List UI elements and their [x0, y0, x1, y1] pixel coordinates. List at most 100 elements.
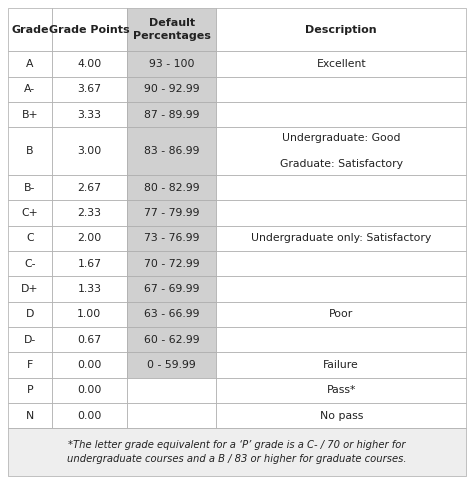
- Bar: [52, 302, 127, 327]
- Text: 67 - 69.99: 67 - 69.99: [144, 284, 200, 294]
- Text: 3.00: 3.00: [77, 146, 101, 156]
- Text: Grade Points: Grade Points: [49, 25, 129, 35]
- Text: 0.00: 0.00: [77, 411, 101, 421]
- Text: Undergraduate only: Satisfactory: Undergraduate only: Satisfactory: [251, 233, 431, 243]
- Bar: [127, 200, 217, 226]
- Text: Pass*: Pass*: [327, 385, 356, 395]
- Bar: [52, 276, 127, 302]
- Bar: [217, 403, 466, 428]
- Text: C+: C+: [21, 208, 38, 218]
- Bar: [217, 127, 466, 175]
- Text: 2.00: 2.00: [77, 233, 101, 243]
- Bar: [127, 76, 217, 102]
- Text: 60 - 62.99: 60 - 62.99: [144, 335, 200, 345]
- Bar: [217, 175, 466, 200]
- Text: 93 - 100: 93 - 100: [149, 59, 194, 69]
- Bar: [127, 226, 217, 251]
- Bar: [8, 428, 466, 476]
- Text: D+: D+: [21, 284, 38, 294]
- Bar: [217, 302, 466, 327]
- Bar: [8, 302, 52, 327]
- Bar: [217, 51, 466, 76]
- Text: 2.33: 2.33: [77, 208, 101, 218]
- Bar: [52, 175, 127, 200]
- Text: 87 - 89.99: 87 - 89.99: [144, 110, 200, 120]
- Bar: [127, 251, 217, 276]
- Text: 0.00: 0.00: [77, 385, 101, 395]
- Text: Default
Percentages: Default Percentages: [133, 18, 210, 41]
- Text: F: F: [27, 360, 33, 370]
- Text: 63 - 66.99: 63 - 66.99: [144, 309, 200, 319]
- Text: B+: B+: [21, 110, 38, 120]
- Bar: [217, 200, 466, 226]
- Bar: [52, 327, 127, 352]
- Bar: [8, 8, 52, 51]
- Text: C: C: [26, 233, 34, 243]
- Bar: [52, 200, 127, 226]
- Bar: [127, 403, 217, 428]
- Bar: [52, 251, 127, 276]
- Text: *The letter grade equivalent for a ‘P’ grade is a C- / 70 or higher for
undergra: *The letter grade equivalent for a ‘P’ g…: [67, 440, 407, 464]
- Bar: [8, 51, 52, 76]
- Bar: [52, 51, 127, 76]
- Bar: [217, 8, 466, 51]
- Bar: [8, 276, 52, 302]
- Bar: [217, 251, 466, 276]
- Bar: [8, 403, 52, 428]
- Text: B-: B-: [24, 182, 36, 193]
- Bar: [127, 51, 217, 76]
- Text: Excellent: Excellent: [316, 59, 366, 69]
- Text: N: N: [26, 411, 34, 421]
- Bar: [127, 175, 217, 200]
- Bar: [8, 127, 52, 175]
- Bar: [8, 251, 52, 276]
- Bar: [8, 102, 52, 127]
- Text: 3.33: 3.33: [77, 110, 101, 120]
- Bar: [52, 102, 127, 127]
- Bar: [127, 327, 217, 352]
- Text: 0 - 59.99: 0 - 59.99: [147, 360, 196, 370]
- Text: 0.67: 0.67: [77, 335, 101, 345]
- Bar: [217, 327, 466, 352]
- Bar: [52, 378, 127, 403]
- Bar: [127, 102, 217, 127]
- Bar: [8, 76, 52, 102]
- Text: A-: A-: [24, 84, 36, 94]
- Text: 1.33: 1.33: [77, 284, 101, 294]
- Text: 1.00: 1.00: [77, 309, 101, 319]
- Bar: [8, 378, 52, 403]
- Text: 4.00: 4.00: [77, 59, 101, 69]
- Text: 80 - 82.99: 80 - 82.99: [144, 182, 200, 193]
- Bar: [217, 102, 466, 127]
- Text: Failure: Failure: [323, 360, 359, 370]
- Text: Undergraduate: Good

Graduate: Satisfactory: Undergraduate: Good Graduate: Satisfacto…: [280, 133, 403, 169]
- Bar: [217, 76, 466, 102]
- Text: C-: C-: [24, 258, 36, 269]
- Text: B: B: [26, 146, 34, 156]
- Text: 0.00: 0.00: [77, 360, 101, 370]
- Bar: [52, 352, 127, 378]
- Bar: [8, 352, 52, 378]
- Text: No pass: No pass: [319, 411, 363, 421]
- Text: 90 - 92.99: 90 - 92.99: [144, 84, 200, 94]
- Bar: [127, 352, 217, 378]
- Bar: [8, 175, 52, 200]
- Bar: [127, 302, 217, 327]
- Bar: [217, 352, 466, 378]
- Bar: [217, 378, 466, 403]
- Text: 2.67: 2.67: [77, 182, 101, 193]
- Text: Description: Description: [305, 25, 377, 35]
- Bar: [217, 276, 466, 302]
- Bar: [52, 226, 127, 251]
- Bar: [217, 226, 466, 251]
- Bar: [8, 226, 52, 251]
- Bar: [127, 8, 217, 51]
- Bar: [52, 76, 127, 102]
- Text: P: P: [27, 385, 33, 395]
- Text: A: A: [26, 59, 34, 69]
- Text: D: D: [26, 309, 34, 319]
- Bar: [127, 127, 217, 175]
- Text: Poor: Poor: [329, 309, 353, 319]
- Bar: [127, 378, 217, 403]
- Text: 1.67: 1.67: [77, 258, 101, 269]
